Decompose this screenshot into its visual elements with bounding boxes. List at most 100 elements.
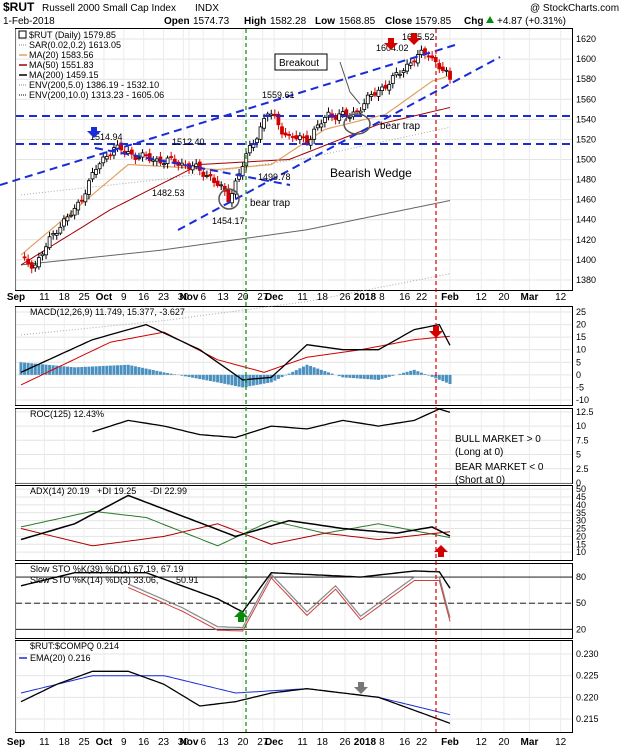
panel-labels: MACD(12,26,9) 11.749, 15.377, -3.627 ROC…	[19, 307, 544, 663]
macd-line	[20, 323, 451, 381]
macd-histogram-bar	[298, 368, 302, 375]
candle-body	[412, 60, 417, 63]
candle-body	[62, 218, 66, 227]
macd-histogram-bar	[402, 372, 406, 375]
macd-histogram-bar	[423, 374, 427, 375]
y-tick-label: 5	[576, 450, 581, 460]
breakout-pointer	[339, 61, 361, 105]
legend-ma20: MA(20) 1583.56	[29, 50, 94, 60]
y-tick-label: 1620	[576, 34, 596, 44]
open-value: 1574.73	[193, 16, 230, 27]
breakout-box	[274, 53, 328, 71]
legend-ma200: MA(200) 1459.15	[29, 70, 99, 80]
legend-env5: ENV(200,5.0) 1386.19 - 1532.10	[29, 80, 159, 90]
candle-body	[90, 172, 95, 180]
candle-body	[390, 75, 395, 84]
sto-label-39: Slow STO %K(39) %D(1) 67.19, 67.19	[30, 564, 183, 574]
candle-body	[419, 49, 424, 55]
x-tick-label: 22	[416, 292, 428, 303]
macd-histogram-bar	[30, 363, 34, 375]
price-label-1454: 1454.17	[212, 216, 245, 226]
y-tick-label: 15	[576, 539, 586, 549]
adx-line	[20, 494, 451, 541]
bull-market-label: BULL MARKET > 0	[455, 434, 541, 445]
macd-label: MACD(12,26,9) 11.749, 15.377, -3.627	[30, 307, 185, 317]
macd-histogram-bar	[148, 369, 152, 375]
x-tick-label: Dec	[265, 292, 284, 303]
macd-histogram-bar	[130, 365, 134, 375]
candle-body	[448, 70, 452, 80]
candle-body	[65, 216, 70, 222]
candle-body	[72, 207, 77, 216]
env5-lower-line	[20, 273, 451, 336]
candle-body	[194, 163, 199, 167]
sto14-d-line	[128, 577, 451, 632]
index-name: Russell 2000 Small Cap Index	[42, 3, 176, 14]
candle-body	[94, 169, 98, 175]
y-tick-label: 45	[576, 492, 586, 502]
macd-histogram-bar	[73, 367, 77, 375]
candle-body	[444, 69, 449, 72]
y-tick-label: 1380	[576, 275, 596, 285]
legend-daily: $RUT (Daily) 1579.85	[29, 30, 116, 40]
macd-histogram-bar	[323, 371, 327, 375]
x-tick-label: 20	[237, 737, 249, 748]
y-tick-label: 0	[576, 370, 581, 380]
macd-histogram-bar	[359, 374, 363, 379]
macd-histogram-bar	[262, 374, 266, 384]
macd-histogram-bar	[444, 374, 448, 383]
price-label-1482: 1482.53	[152, 188, 185, 198]
candle-body	[201, 171, 206, 177]
sto-label-14-d: 50.91	[176, 575, 199, 585]
candle-body	[22, 256, 27, 259]
symbol: $RUT	[3, 0, 35, 14]
macd-histogram-bar	[216, 374, 220, 383]
x-tick-label: 18	[59, 737, 71, 748]
macd-histogram-bar	[448, 374, 452, 384]
macd-histogram-bar	[419, 372, 423, 375]
candle-body	[348, 116, 352, 119]
macd-histogram-bar	[62, 366, 66, 375]
y-tick-label: 12.5	[576, 407, 594, 417]
macd-histogram-bar	[319, 369, 323, 375]
candle-body	[290, 136, 295, 138]
macd-histogram-bar	[391, 374, 395, 376]
y-tick-label: 0.220	[576, 692, 599, 702]
macd-histogram-bar	[330, 373, 334, 375]
candle-body	[29, 262, 34, 269]
y-tick-label: 7.5	[576, 435, 589, 445]
candle-body	[44, 246, 48, 256]
macd-histogram-bar	[133, 366, 137, 375]
macd-histogram-bar	[123, 364, 127, 375]
x-tick-label: 30	[178, 737, 190, 748]
roc-label: ROC(125) 12.43%	[30, 409, 104, 419]
candle-body	[126, 151, 131, 154]
y-tick-label: -5	[576, 382, 584, 392]
macd-histogram-bar	[437, 374, 441, 380]
candle-body	[140, 152, 145, 158]
macd-histogram-bar	[341, 374, 345, 378]
macd-histogram-bar	[226, 374, 230, 385]
candle-body	[369, 94, 374, 97]
macd-histogram-bar	[237, 374, 241, 387]
macd-histogram-bar	[173, 374, 177, 375]
candle-body	[255, 138, 259, 144]
bear-market-note: (Short at 0)	[455, 475, 505, 486]
macd-histogram-bar	[83, 366, 87, 375]
square-outline-icon	[18, 30, 27, 39]
macd-histogram-bar	[76, 367, 80, 375]
minus-di-label: -DI 22.99	[150, 486, 187, 496]
x-tick-label: 18	[317, 737, 329, 748]
candle-body	[40, 253, 45, 257]
sto39-line	[20, 570, 451, 613]
macd-histogram-bar	[241, 374, 245, 388]
macd-histogram-bar	[151, 370, 155, 375]
up-triangle-icon	[486, 16, 494, 23]
macd-histogram-bar	[116, 365, 120, 375]
macd-histogram-bar	[377, 374, 381, 380]
x-tick-label: 11	[39, 292, 50, 303]
macd-histogram-bar	[287, 373, 291, 375]
y-tick-label: 80	[576, 572, 586, 582]
ma50-line	[20, 107, 451, 266]
breakout-label: Breakout	[279, 58, 319, 69]
